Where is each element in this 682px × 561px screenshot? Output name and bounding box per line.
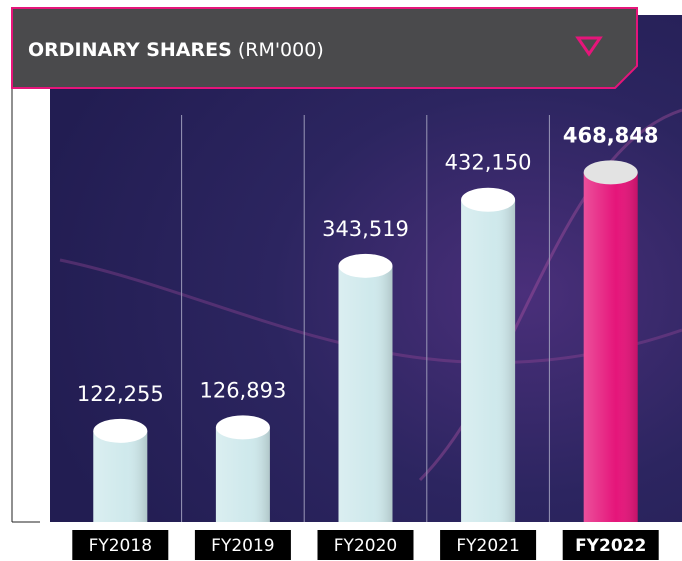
x-tick-label: FY2020: [334, 536, 397, 556]
decor: [418, 108, 682, 482]
chart-title: ORDINARY SHARES (RM'000): [28, 39, 324, 61]
subtitle: (RM'000): [238, 39, 324, 61]
bar-shade: [93, 430, 148, 522]
header-box: [11, 7, 638, 89]
x-tick-label: FY2018: [89, 536, 152, 556]
bar-shade: [583, 172, 638, 522]
value-label: 468,848: [563, 123, 659, 147]
value-label: 343,519: [322, 217, 409, 241]
category-box: [440, 530, 537, 560]
bar-top: [93, 418, 148, 443]
bar-shade: [461, 199, 516, 523]
category-box: [317, 530, 414, 560]
x-tick-label: FY2021: [456, 536, 519, 556]
value-label: 432,150: [445, 151, 532, 175]
category-box: [72, 530, 169, 560]
value-label: 126,893: [199, 378, 286, 402]
bar-top: [461, 187, 516, 212]
x-tick-label: FY2022: [575, 536, 646, 556]
bar-top: [583, 160, 638, 185]
x-tick-label: FY2019: [211, 536, 274, 556]
value-label: 122,255: [77, 382, 164, 406]
bar-shade: [215, 427, 270, 522]
bar-top: [338, 253, 393, 278]
dropdown-icon[interactable]: [575, 36, 603, 57]
title: ORDINARY SHARES: [28, 39, 232, 61]
bar-top: [215, 415, 270, 440]
category-box: [194, 530, 291, 560]
category-box: [562, 530, 659, 560]
bar-shade: [338, 265, 393, 522]
